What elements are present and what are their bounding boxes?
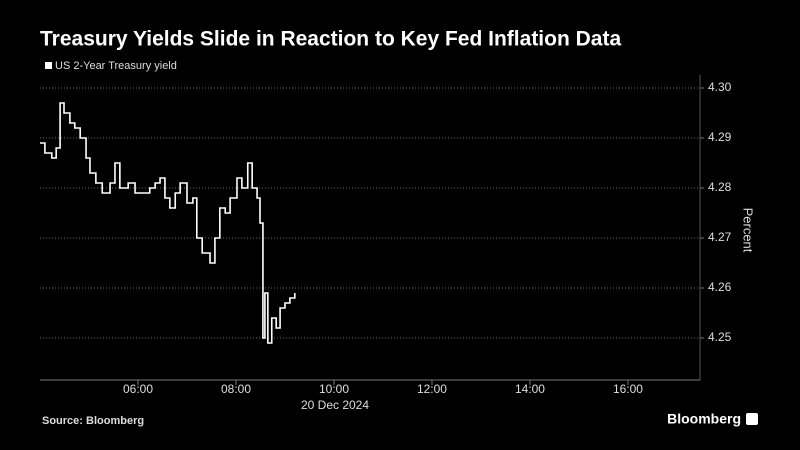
x-axis-label: 20 Dec 2024 — [301, 398, 369, 412]
legend-label: US 2-Year Treasury yield — [55, 60, 177, 72]
x-tick-label: 10:00 — [319, 382, 349, 396]
x-tick-label: 12:00 — [417, 382, 447, 396]
line-series — [40, 102, 296, 344]
y-tick-label: 4.27 — [708, 230, 732, 244]
x-tick-label: 06:00 — [123, 382, 153, 396]
brand: Bloomberg — [667, 411, 741, 427]
y-tick-label: 4.29 — [708, 130, 732, 144]
y-axis-label: Percent — [741, 208, 756, 253]
brand-icon — [746, 413, 758, 425]
chart-title: Treasury Yields Slide in Reaction to Key… — [40, 28, 621, 51]
x-tick-label: 08:00 — [221, 382, 251, 396]
y-tick-label: 4.26 — [708, 280, 732, 294]
y-tick-label: 4.28 — [708, 180, 732, 194]
source: Source: Bloomberg — [42, 415, 144, 427]
y-tick-label: 4.30 — [708, 80, 732, 94]
y-tick-label: 4.25 — [708, 330, 732, 344]
x-tick-label: 16:00 — [613, 382, 643, 396]
legend-swatch — [45, 62, 52, 69]
x-tick-label: 14:00 — [515, 382, 545, 396]
